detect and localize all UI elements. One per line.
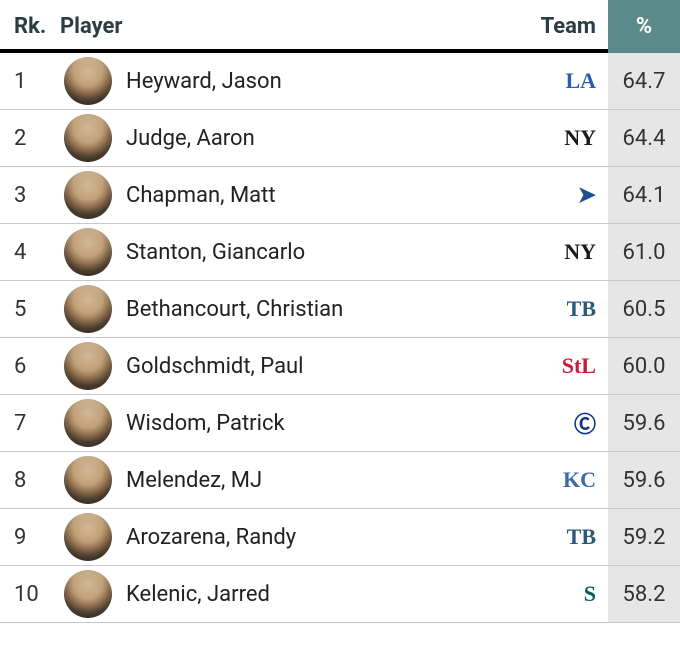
player-avatar-icon [64, 342, 112, 390]
table-header-row: Rk. Player Team % [0, 0, 680, 51]
player-avatar-icon [64, 114, 112, 162]
col-header-pct: % [608, 0, 680, 51]
player-name: Melendez, MJ [116, 452, 533, 509]
player-avatar-icon [64, 513, 112, 561]
team-logo: StL [533, 338, 608, 395]
rank-cell: 3 [0, 167, 60, 224]
avatar-cell [60, 566, 116, 623]
table-row: 8 Melendez, MJKC59.6 [0, 452, 680, 509]
player-name: Bethancourt, Christian [116, 281, 533, 338]
rank-cell: 7 [0, 395, 60, 452]
table-row: 1 Heyward, JasonLA64.7 [0, 51, 680, 110]
pct-cell: 58.2 [608, 566, 680, 623]
player-name: Wisdom, Patrick [116, 395, 533, 452]
col-header-team: Team [533, 0, 608, 51]
avatar-cell [60, 452, 116, 509]
table-row: 6 Goldschmidt, PaulStL60.0 [0, 338, 680, 395]
table-row: 9 Arozarena, RandyTB59.2 [0, 509, 680, 566]
player-name: Stanton, Giancarlo [116, 224, 533, 281]
table-row: 5 Bethancourt, ChristianTB60.5 [0, 281, 680, 338]
table-row: 10 Kelenic, JarredS58.2 [0, 566, 680, 623]
pct-cell: 64.4 [608, 110, 680, 167]
player-avatar-icon [64, 456, 112, 504]
rank-cell: 4 [0, 224, 60, 281]
rank-cell: 9 [0, 509, 60, 566]
player-name: Judge, Aaron [116, 110, 533, 167]
player-name: Goldschmidt, Paul [116, 338, 533, 395]
rank-cell: 6 [0, 338, 60, 395]
pct-cell: 59.2 [608, 509, 680, 566]
team-logo: TB [533, 509, 608, 566]
player-avatar-icon [64, 171, 112, 219]
avatar-cell [60, 167, 116, 224]
pct-cell: 60.5 [608, 281, 680, 338]
team-logo: TB [533, 281, 608, 338]
rank-cell: 8 [0, 452, 60, 509]
player-name: Arozarena, Randy [116, 509, 533, 566]
team-logo: NY [533, 110, 608, 167]
pct-cell: 61.0 [608, 224, 680, 281]
pct-cell: 64.7 [608, 51, 680, 110]
table-row: 7 Wisdom, PatrickⒸ59.6 [0, 395, 680, 452]
pct-cell: 60.0 [608, 338, 680, 395]
team-logo: NY [533, 224, 608, 281]
table-row: 3 Chapman, Matt➤64.1 [0, 167, 680, 224]
col-header-rank: Rk. [0, 0, 60, 51]
player-avatar-icon [64, 57, 112, 105]
table-row: 2 Judge, AaronNY64.4 [0, 110, 680, 167]
player-name: Chapman, Matt [116, 167, 533, 224]
avatar-cell [60, 51, 116, 110]
rank-cell: 10 [0, 566, 60, 623]
table-row: 4 Stanton, GiancarloNY61.0 [0, 224, 680, 281]
player-stats-table: Rk. Player Team % 1Heyward, JasonLA64.72… [0, 0, 680, 623]
avatar-cell [60, 509, 116, 566]
rank-cell: 2 [0, 110, 60, 167]
col-header-player: Player [60, 0, 533, 51]
player-avatar-icon [64, 228, 112, 276]
team-logo: LA [533, 51, 608, 110]
rank-cell: 1 [0, 51, 60, 110]
rank-cell: 5 [0, 281, 60, 338]
pct-cell: 64.1 [608, 167, 680, 224]
pct-cell: 59.6 [608, 452, 680, 509]
player-avatar-icon [64, 285, 112, 333]
team-logo: KC [533, 452, 608, 509]
team-logo: ➤ [533, 167, 608, 224]
player-avatar-icon [64, 570, 112, 618]
team-logo: S [533, 566, 608, 623]
avatar-cell [60, 338, 116, 395]
avatar-cell [60, 110, 116, 167]
avatar-cell [60, 224, 116, 281]
avatar-cell [60, 395, 116, 452]
player-avatar-icon [64, 399, 112, 447]
team-logo: Ⓒ [533, 395, 608, 452]
player-name: Heyward, Jason [116, 51, 533, 110]
player-name: Kelenic, Jarred [116, 566, 533, 623]
pct-cell: 59.6 [608, 395, 680, 452]
avatar-cell [60, 281, 116, 338]
